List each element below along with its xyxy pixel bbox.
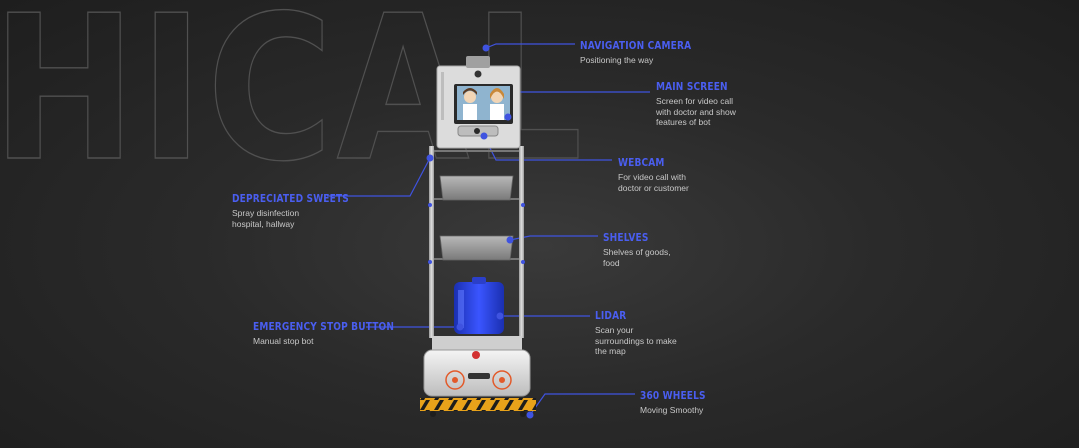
callout-main-screen: MAIN SCREEN Screen for video call with d… <box>656 80 744 128</box>
shelf-trays <box>439 175 514 261</box>
callout-description: Positioning the way <box>580 55 654 65</box>
callout-title: LIDAR <box>595 309 627 322</box>
shelves-line <box>509 235 598 241</box>
callout-webcam: WEBCAM For video call with doctor or cus… <box>618 156 689 193</box>
callout-title: SHELVES <box>603 231 649 244</box>
callout-description: Shelves of goods, food <box>603 247 671 268</box>
depreciated-sweets-line <box>327 157 431 197</box>
callout-dots <box>426 44 534 419</box>
callout-title: EMERGENCY STOP BUTTON <box>253 320 395 333</box>
callout-description: Scan your surroundings to make the map <box>595 325 677 356</box>
disinfection-tank <box>454 277 504 334</box>
frame-bolt <box>521 260 525 264</box>
callout-lidar: LIDAR Scan your surroundings to make the… <box>595 309 677 357</box>
callout-title: WEBCAM <box>618 156 665 169</box>
callout-emergency-stop-button: EMERGENCY STOP BUTTON Manual stop bot <box>253 320 425 347</box>
navigation-camera-line <box>485 43 575 49</box>
callout-navigation-camera: NAVIGATION CAMERA Positioning the way <box>580 39 716 66</box>
callout-360-wheels: 360 WHEELS Moving Smoothy <box>640 389 720 416</box>
callout-description: Screen for video call with doctor and sh… <box>656 96 736 127</box>
callout-description: For video call with doctor or customer <box>618 172 689 193</box>
callout-title: NAVIGATION CAMERA <box>580 39 692 52</box>
main-screen-dot <box>504 113 512 121</box>
lidar-dot <box>496 312 504 320</box>
navigation-camera-dot <box>482 44 490 52</box>
frame-bolt <box>428 260 432 264</box>
callout-shelves: SHELVES Shelves of goods, food <box>603 231 671 268</box>
callout-description: Moving Smoothy <box>640 405 704 415</box>
callout-description: Spray disinfection hospital, hallway <box>232 208 300 229</box>
frame-bolt <box>521 203 525 207</box>
robot-base <box>420 336 536 417</box>
main-screen-line <box>507 91 650 118</box>
webcam-dot <box>480 132 488 140</box>
robot-head <box>436 56 521 149</box>
callout-title: MAIN SCREEN <box>656 80 728 93</box>
wheels-dot <box>526 411 534 419</box>
callout-title: DEPRECIATED SWEETS <box>232 192 349 205</box>
callout-depreciated-sweets: DEPRECIATED SWEETS Spray disinfection ho… <box>232 192 375 229</box>
shelves-dot <box>506 236 514 244</box>
callout-description: Manual stop bot <box>253 336 314 346</box>
callout-title: 360 WHEELS <box>640 389 706 402</box>
frame-bolt <box>428 203 432 207</box>
emergency-stop-dot <box>456 323 464 331</box>
wheels-line <box>529 393 635 416</box>
depreciated-sweets-dot <box>426 154 434 162</box>
